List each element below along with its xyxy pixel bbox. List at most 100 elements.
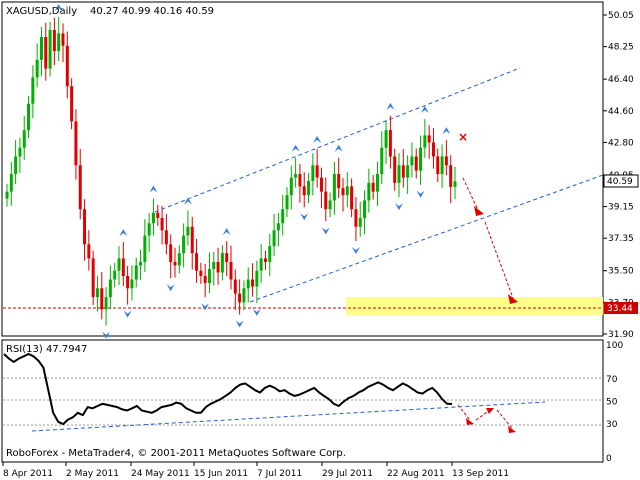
symbol-label: XAGUSD,Daily bbox=[6, 6, 77, 17]
candle-up bbox=[375, 174, 379, 192]
candle-up bbox=[384, 130, 388, 148]
candle-up bbox=[242, 288, 246, 303]
x-tick-label: 15 Jun 2011 bbox=[194, 469, 248, 479]
candle-up bbox=[453, 181, 457, 187]
fractal-down-arrow bbox=[201, 303, 210, 311]
current-price-label: 40.59 bbox=[607, 177, 633, 187]
candle-down bbox=[302, 186, 306, 196]
candle-up bbox=[332, 174, 336, 201]
candle-up bbox=[423, 135, 427, 148]
fractal-up-arrow bbox=[386, 102, 395, 110]
candle-down bbox=[126, 276, 130, 289]
fractal-up-arrow bbox=[54, 4, 63, 12]
candle-up bbox=[35, 59, 39, 78]
forecast-arrows bbox=[462, 177, 514, 299]
candle-up bbox=[182, 235, 186, 254]
candle-down bbox=[169, 244, 173, 262]
candle-down bbox=[298, 174, 302, 187]
rsi-arrowhead-1 bbox=[466, 418, 474, 425]
candle-down bbox=[190, 226, 194, 254]
candle-up bbox=[22, 130, 26, 148]
candle-down bbox=[160, 218, 164, 231]
price-tick-label: 46.40 bbox=[608, 75, 634, 85]
candle-down bbox=[444, 156, 448, 166]
candle-down bbox=[401, 165, 405, 178]
rsi-arrowhead-2 bbox=[486, 408, 494, 414]
candle-up bbox=[281, 209, 285, 224]
rsi-forecast-arrows bbox=[457, 404, 513, 429]
candle-down bbox=[195, 253, 199, 271]
candle-up bbox=[259, 258, 263, 271]
current-price-tag bbox=[603, 174, 639, 188]
fractal-down-arrow bbox=[416, 190, 425, 198]
candle-up bbox=[186, 226, 190, 236]
target-x-mark: × bbox=[458, 130, 468, 144]
channel-upper-line bbox=[154, 67, 521, 213]
price-tick-label: 48.25 bbox=[608, 43, 634, 53]
support-price-label: 33.44 bbox=[607, 304, 633, 314]
candle-up bbox=[9, 174, 13, 192]
candle-up bbox=[358, 218, 362, 227]
candle-up bbox=[95, 288, 99, 298]
candle-down bbox=[91, 258, 95, 298]
candle-up bbox=[345, 186, 349, 196]
candle-up bbox=[307, 181, 311, 196]
fractal-down-arrow bbox=[252, 308, 261, 316]
candle-down bbox=[354, 209, 358, 227]
candle-up bbox=[294, 174, 298, 178]
price-tick-label: 42.80 bbox=[608, 138, 634, 148]
candle-down bbox=[78, 165, 82, 210]
rsi-y-axis: 100 70 50 30 0 bbox=[606, 341, 623, 464]
fractal-up-arrow bbox=[291, 144, 300, 152]
candle-up bbox=[117, 258, 121, 271]
candle-down bbox=[233, 279, 237, 294]
candle-down bbox=[341, 188, 345, 196]
candle-down bbox=[225, 253, 229, 262]
candle-up bbox=[380, 147, 384, 175]
candle-up bbox=[151, 212, 155, 224]
candle-up bbox=[419, 147, 423, 171]
support-zone bbox=[346, 297, 603, 315]
candle-up bbox=[104, 297, 108, 310]
fractal-up-arrow bbox=[222, 228, 231, 236]
rsi-line bbox=[3, 352, 453, 426]
candle-up bbox=[57, 33, 61, 52]
candle-up bbox=[212, 261, 216, 269]
candle-down bbox=[164, 230, 168, 245]
fractal-up-arrow bbox=[442, 127, 451, 135]
fractal-down-arrow bbox=[123, 310, 132, 318]
rsi-tick-label: 70 bbox=[606, 375, 618, 385]
candle-up bbox=[397, 165, 401, 183]
ohlc-label: 40.27 40.99 40.16 40.59 bbox=[90, 6, 214, 17]
candle-down bbox=[83, 209, 87, 245]
fractal-up-arrow bbox=[420, 106, 429, 114]
candle-down bbox=[156, 212, 160, 218]
x-tick-label: 8 Apr 2011 bbox=[3, 469, 53, 479]
price-tick-label: 39.15 bbox=[608, 203, 634, 213]
fractal-up-arrow bbox=[183, 197, 192, 205]
fractal-down-arrow bbox=[102, 331, 111, 339]
fractal-up-arrow bbox=[313, 135, 322, 143]
candle-down bbox=[319, 177, 323, 192]
candle-up bbox=[246, 279, 250, 289]
candle-down bbox=[52, 29, 56, 52]
candle-up bbox=[311, 165, 315, 182]
candle-up bbox=[289, 177, 293, 196]
fractal-down-arrow bbox=[351, 247, 360, 255]
fractal-up-arrow bbox=[119, 229, 128, 237]
candle-up bbox=[108, 279, 112, 298]
candle-down bbox=[337, 174, 341, 189]
candle-down bbox=[324, 191, 328, 210]
candle-down bbox=[74, 121, 78, 166]
x-tick-label: 24 May 2011 bbox=[131, 469, 190, 479]
candle-up bbox=[18, 147, 22, 157]
fractal-down-arrow bbox=[300, 213, 309, 221]
candle-up bbox=[255, 270, 259, 287]
rsi-tick-label: 30 bbox=[606, 420, 618, 430]
candles-group bbox=[5, 17, 457, 326]
candle-up bbox=[177, 253, 181, 266]
x-tick-label: 7 Jul 2011 bbox=[257, 469, 302, 479]
candle-up bbox=[363, 200, 367, 218]
candle-down bbox=[315, 165, 319, 178]
